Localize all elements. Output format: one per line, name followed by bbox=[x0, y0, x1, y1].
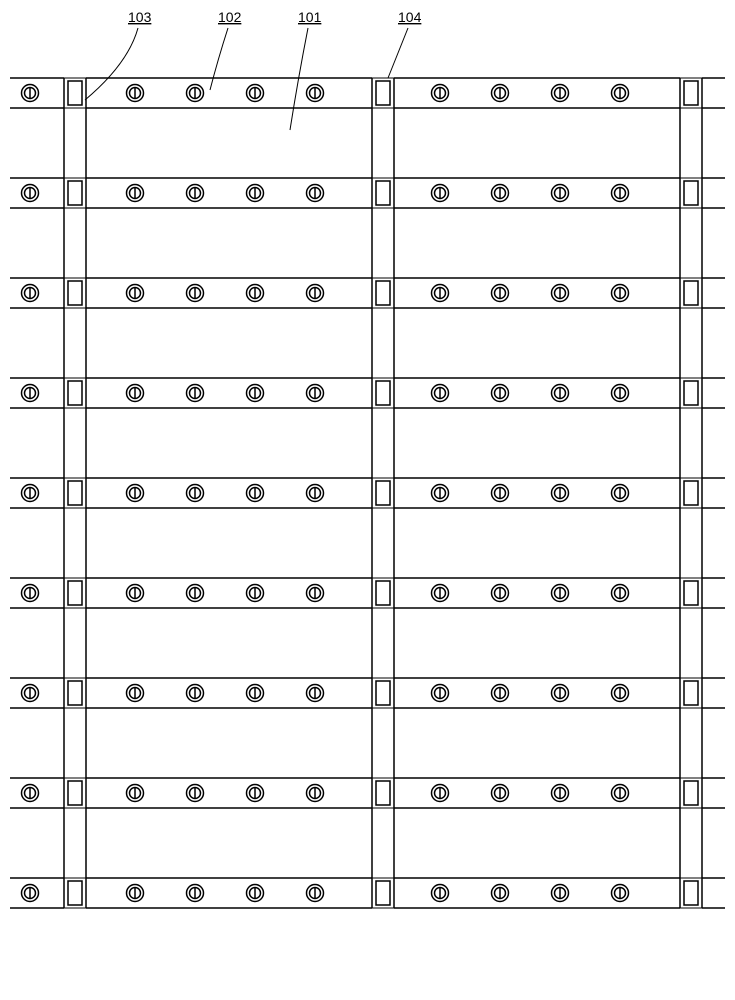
callout-label-101: 101 bbox=[298, 9, 322, 25]
callout-label-103: 103 bbox=[128, 9, 152, 25]
diagram-canvas: 103 102 101 104 bbox=[0, 0, 735, 1000]
callout-label-104: 104 bbox=[398, 9, 422, 25]
callout-label-102: 102 bbox=[218, 9, 242, 25]
